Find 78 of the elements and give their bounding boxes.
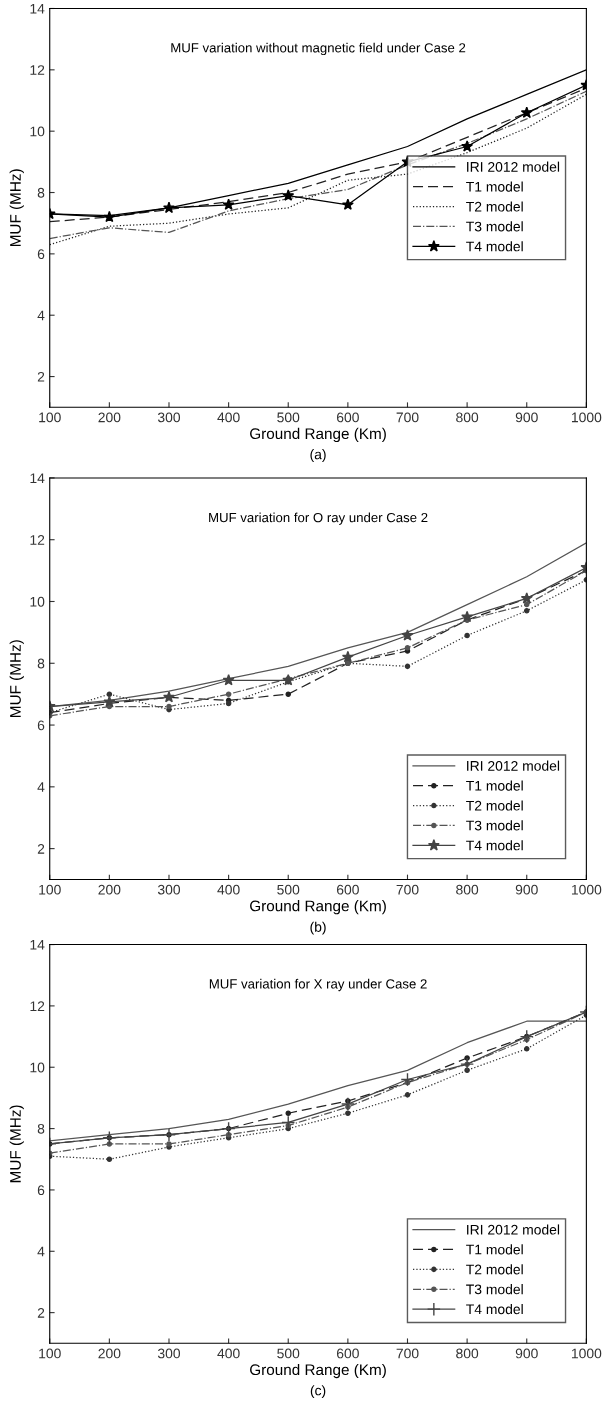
y-tick-label: 12 bbox=[30, 1001, 45, 1011]
legend-label: T4 model bbox=[466, 1303, 523, 1315]
y-tick-label: 12 bbox=[30, 535, 45, 545]
legend-label: T3 model bbox=[466, 221, 523, 232]
x-tick-label: 100 bbox=[39, 412, 61, 423]
x-tick-label: 700 bbox=[396, 1348, 419, 1359]
y-tick-label: 4 bbox=[37, 782, 45, 792]
x-tick-label: 900 bbox=[515, 884, 538, 895]
y-tick-label: 2 bbox=[37, 371, 45, 382]
legend-label: T1 model bbox=[466, 181, 523, 192]
text: (b) bbox=[310, 921, 326, 935]
y-axis-title: MUF (MHz) bbox=[9, 640, 24, 717]
x-tick-label: 500 bbox=[277, 884, 300, 895]
x-tick-label: 100 bbox=[39, 884, 61, 895]
y-tick-label: 10 bbox=[30, 1062, 45, 1073]
legend-label: T1 model bbox=[466, 780, 523, 791]
text: MUF variation for O ray under Case 2 bbox=[209, 512, 428, 525]
legend-label: IRI 2012 model bbox=[467, 760, 560, 771]
y-tick-label: 4 bbox=[37, 310, 45, 321]
y-tick-label: 14 bbox=[30, 473, 45, 483]
text: MUF variation for X ray under Case 2 bbox=[209, 978, 427, 992]
x-tick-label: 500 bbox=[277, 1348, 300, 1359]
x-tick-label: 600 bbox=[336, 412, 359, 423]
y-tick-label: 8 bbox=[37, 658, 45, 669]
y-tick-label: 6 bbox=[37, 1185, 45, 1196]
x-axis-title: Ground Range (Km) bbox=[250, 1363, 386, 1379]
y-tick-label: 4 bbox=[37, 1246, 45, 1257]
x-tick-label: 100 bbox=[39, 1348, 61, 1359]
x-tick-label: 900 bbox=[515, 1348, 538, 1359]
x-tick-label: 800 bbox=[456, 412, 479, 423]
y-tick-label: 2 bbox=[37, 1307, 45, 1318]
legend-label: IRI 2012 model bbox=[467, 161, 560, 172]
x-tick-label: 300 bbox=[157, 412, 181, 423]
y-tick-label: 6 bbox=[37, 720, 45, 731]
x-tick-label: 800 bbox=[456, 884, 479, 895]
legend-label: T2 model bbox=[466, 800, 523, 811]
y-tick-label: 14 bbox=[30, 3, 45, 14]
y-tick-label: 8 bbox=[37, 1123, 45, 1134]
x-tick-label: 700 bbox=[396, 884, 419, 895]
y-axis-title: MUF (MHz) bbox=[9, 1105, 24, 1183]
legend-label: T1 model bbox=[466, 1244, 523, 1255]
legend-label: T2 model bbox=[466, 201, 523, 212]
y-tick-label: 8 bbox=[37, 187, 45, 198]
x-tick-label: 700 bbox=[396, 412, 419, 423]
x-tick-label: 900 bbox=[515, 412, 538, 423]
y-tick-label: 10 bbox=[30, 596, 45, 607]
x-tick-label: 200 bbox=[98, 884, 121, 895]
x-tick-label: 600 bbox=[336, 884, 359, 895]
y-tick-label: 14 bbox=[30, 940, 45, 950]
legend-label: IRI 2012 model bbox=[467, 1224, 560, 1235]
x-axis-title: Ground Range (Km) bbox=[250, 900, 386, 915]
x-tick-label: 300 bbox=[157, 1348, 181, 1359]
text: (a) bbox=[310, 449, 326, 463]
x-tick-label: 400 bbox=[217, 412, 240, 423]
x-tick-label: 500 bbox=[277, 412, 300, 423]
x-tick-label: 1000 bbox=[571, 412, 602, 423]
x-tick-label: 300 bbox=[157, 884, 181, 895]
legend-label: T3 model bbox=[466, 820, 523, 831]
x-tick-label: 400 bbox=[217, 884, 240, 895]
text: MUF variation without magnetic field under Case 2 bbox=[171, 42, 466, 56]
x-tick-label: 400 bbox=[217, 1348, 240, 1359]
y-tick-label: 2 bbox=[37, 843, 45, 854]
x-tick-label: 200 bbox=[98, 1348, 121, 1359]
legend-label: T2 model bbox=[466, 1264, 523, 1275]
x-tick-label: 800 bbox=[456, 1348, 479, 1359]
legend-label: T3 model bbox=[466, 1284, 523, 1295]
x-tick-label: 1000 bbox=[571, 884, 602, 895]
legend-label: T4 model bbox=[466, 840, 523, 851]
y-tick-label: 12 bbox=[30, 65, 45, 75]
x-tick-label: 600 bbox=[336, 1348, 359, 1359]
x-axis-title: Ground Range (Km) bbox=[250, 427, 386, 443]
x-tick-label: 1000 bbox=[571, 1348, 602, 1359]
y-axis-title: MUF (MHz) bbox=[9, 169, 24, 247]
y-tick-label: 10 bbox=[30, 126, 45, 137]
y-tick-label: 6 bbox=[37, 249, 45, 260]
legend-label: T4 model bbox=[466, 241, 523, 252]
x-tick-label: 200 bbox=[98, 412, 121, 423]
text: (c) bbox=[310, 1385, 326, 1399]
